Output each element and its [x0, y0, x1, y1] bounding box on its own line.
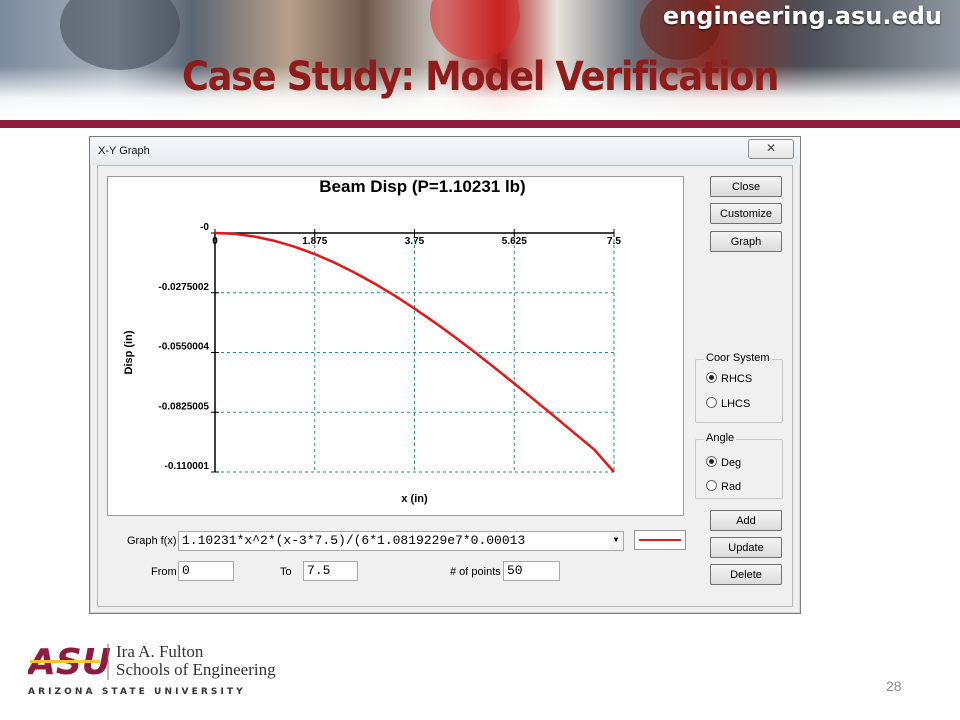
header-banner: engineering.asu.edu — [0, 0, 960, 120]
close-button[interactable]: Close — [710, 176, 782, 197]
slide-title: Case Study: Model Verification — [181, 54, 779, 100]
graph-button[interactable]: Graph — [710, 231, 782, 252]
asu-fulton-logo: ASU Ira A. Fulton Schools of Engineering… — [25, 640, 276, 702]
chevron-down-icon[interactable]: ▼ — [609, 532, 623, 550]
y-tick-label: -0.0275002 — [158, 282, 209, 293]
graph-fx-combobox[interactable]: 1.10231*x^2*(x-3*7.5)/(6*1.0819229e7*0.0… — [178, 531, 624, 551]
window-close-button[interactable]: ✕ — [748, 139, 794, 159]
delete-button[interactable]: Delete — [710, 564, 782, 585]
angle-group: Angle Deg Rad — [695, 432, 783, 499]
coor-system-legend: Coor System — [704, 352, 772, 364]
banner-photo-red-sphere — [430, 0, 520, 60]
to-label: To — [280, 566, 292, 578]
school-line-1: Ira A. Fulton — [116, 642, 204, 661]
x-axis-label: x (in) — [401, 493, 428, 505]
radio-selected-icon — [706, 456, 717, 467]
graph-fx-label: Graph f(x) — [127, 535, 177, 547]
banner-photo-collage — [60, 0, 180, 70]
radio-lhcs-label: LHCS — [721, 398, 751, 410]
update-button[interactable]: Update — [710, 537, 782, 558]
radio-lhcs[interactable]: LHCS — [706, 397, 750, 410]
x-tick-label: 5.625 — [502, 236, 527, 247]
radio-rad-label: Rad — [721, 481, 742, 493]
series-line-sample — [639, 539, 681, 541]
y-tick-label: -0.110001 — [165, 461, 210, 472]
radio-rad[interactable]: Rad — [706, 480, 741, 493]
window-title: X-Y Graph — [98, 145, 150, 157]
add-button[interactable]: Add — [710, 510, 782, 531]
customize-button[interactable]: Customize — [710, 203, 782, 224]
points-label: # of points — [450, 566, 501, 578]
graph-fx-value: 1.10231*x^2*(x-3*7.5)/(6*1.0819229e7*0.0… — [182, 533, 526, 548]
radio-unselected-icon — [706, 397, 717, 408]
points-input[interactable]: 50 — [503, 561, 560, 581]
university-name: ARIZONA STATE UNIVERSITY — [28, 687, 246, 697]
x-tick-label: 3.75 — [405, 236, 425, 247]
series-line — [214, 231, 615, 473]
beam-displacement-chart: Beam Disp (P=1.10231 lb)01.8753.755.6257… — [123, 177, 621, 505]
radio-selected-icon — [706, 372, 717, 383]
series-color-swatch[interactable] — [634, 530, 686, 550]
asu-gold-accent — [30, 660, 100, 663]
asu-logo-graphic: ASU — [25, 642, 111, 683]
y-tick-label: -0 — [200, 222, 209, 233]
x-tick-label: 1.875 — [302, 236, 327, 247]
header-divider — [0, 120, 960, 128]
y-tick-label: -0.0825005 — [158, 401, 209, 412]
close-icon: ✕ — [765, 141, 777, 155]
radio-unselected-icon — [706, 480, 717, 491]
school-line-2: Schools of Engineering — [116, 660, 276, 679]
page-number: 28 — [886, 678, 902, 694]
window-titlebar: X-Y Graph ✕ — [90, 137, 800, 165]
from-input[interactable]: 0 — [178, 561, 234, 581]
from-label: From — [151, 566, 177, 578]
radio-deg[interactable]: Deg — [706, 456, 741, 469]
to-input[interactable]: 7.5 — [303, 561, 358, 581]
x-tick-label: 7.5 — [607, 236, 621, 247]
site-url: engineering.asu.edu — [662, 2, 942, 30]
radio-rhcs-label: RHCS — [721, 373, 753, 385]
radio-rhcs[interactable]: RHCS — [706, 372, 752, 385]
radio-deg-label: Deg — [721, 457, 742, 469]
banner-photo-circuit — [640, 0, 720, 60]
chart-title: Beam Disp (P=1.10231 lb) — [319, 177, 525, 196]
coor-system-group: Coor System RHCS LHCS — [695, 352, 783, 423]
y-axis-label: Disp (in) — [123, 330, 135, 374]
y-tick-label: -0.0550004 — [158, 342, 209, 353]
angle-legend: Angle — [704, 432, 737, 444]
